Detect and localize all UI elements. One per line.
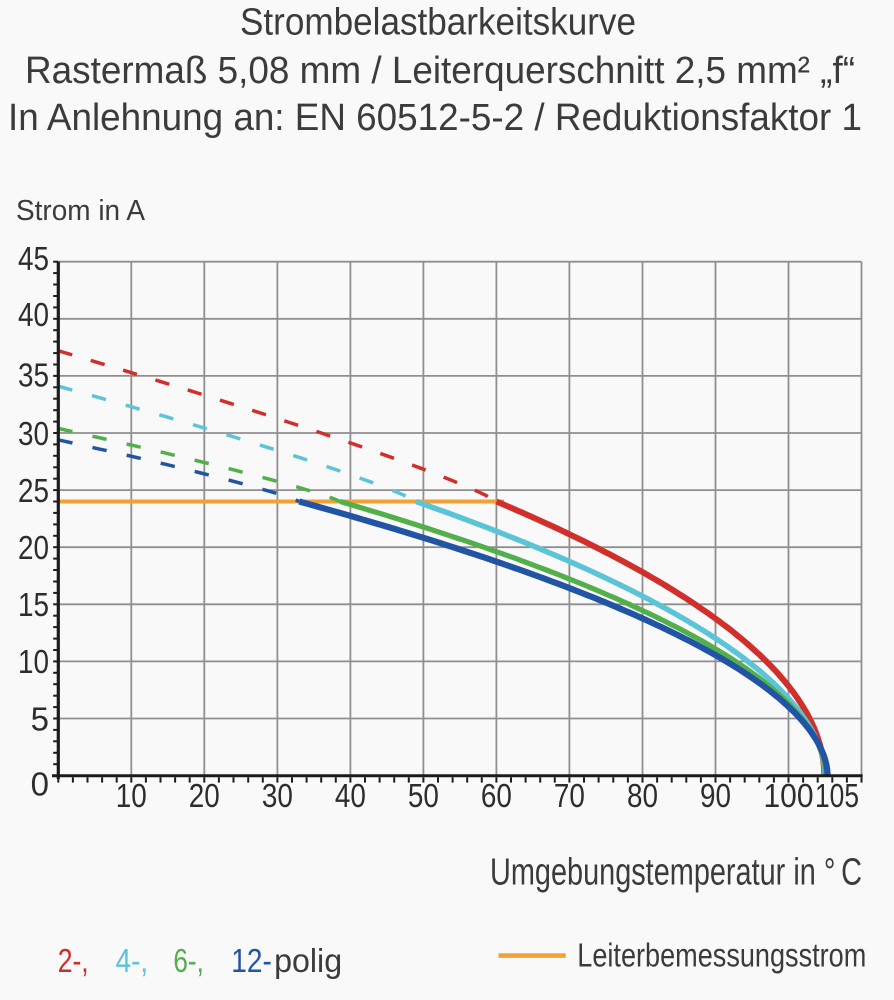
svg-text:Strombelastbarkeitskurve: Strombelastbarkeitskurve (240, 2, 636, 44)
svg-text:4-,: 4-, (116, 943, 149, 980)
svg-text:polig: polig (274, 943, 342, 980)
svg-text:70: 70 (554, 777, 585, 814)
svg-text:20: 20 (18, 529, 49, 566)
svg-text:10: 10 (116, 777, 147, 814)
svg-text:45: 45 (18, 240, 49, 277)
svg-text:2-,: 2-, (58, 943, 89, 980)
svg-text:6-,: 6-, (173, 943, 204, 980)
svg-text:35: 35 (18, 357, 49, 394)
svg-text:15: 15 (18, 586, 49, 623)
svg-text:100: 100 (764, 777, 814, 814)
svg-text:40: 40 (335, 777, 366, 814)
svg-text:30: 30 (262, 777, 293, 814)
svg-text:50: 50 (408, 777, 439, 814)
svg-text:40: 40 (18, 296, 49, 333)
svg-text:10: 10 (18, 643, 49, 680)
svg-text:Rastermaß 5,08 mm / Leiterquer: Rastermaß 5,08 mm / Leiterquerschnitt 2,… (25, 50, 855, 92)
svg-text:Strom in A: Strom in A (16, 195, 146, 227)
svg-text:Leiterbemessungsstrom: Leiterbemessungsstrom (577, 938, 866, 975)
svg-text:80: 80 (627, 777, 658, 814)
svg-text:60: 60 (481, 777, 512, 814)
svg-text:20: 20 (189, 777, 220, 814)
svg-text:30: 30 (18, 415, 49, 452)
svg-text:90: 90 (700, 777, 731, 814)
svg-text:12-: 12- (231, 943, 271, 980)
svg-text:0: 0 (31, 766, 49, 803)
svg-text:5: 5 (31, 700, 49, 737)
svg-text:In Anlehnung an: EN 60512-5-2: In Anlehnung an: EN 60512-5-2 / Reduktio… (8, 97, 862, 139)
svg-text:25: 25 (18, 472, 49, 509)
svg-text:Umgebungstemperatur in ° C: Umgebungstemperatur in ° C (490, 852, 862, 894)
svg-text:105: 105 (815, 777, 859, 814)
